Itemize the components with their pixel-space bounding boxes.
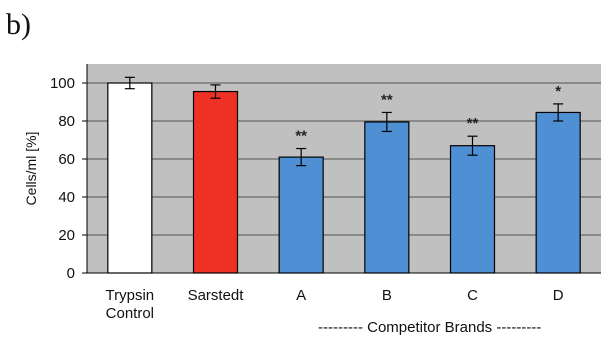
x-tick-label: B (382, 287, 392, 304)
x-tick-label: Trypsin Control (106, 287, 155, 322)
y-tick-label: 60 (58, 151, 75, 168)
bar (535, 111, 581, 274)
bar (449, 145, 496, 274)
significance-marker: * (555, 83, 561, 100)
bar (192, 90, 239, 274)
bar (364, 121, 410, 274)
x-tick-label: A (296, 287, 306, 304)
y-tick-label: 20 (58, 227, 75, 244)
plot-background (87, 64, 601, 273)
x-tick-label: C (467, 287, 478, 304)
y-tick-label: 0 (67, 265, 75, 282)
bar (107, 82, 153, 274)
y-tick-label: 40 (58, 189, 75, 206)
bar (278, 156, 324, 274)
significance-marker: ** (467, 115, 479, 132)
panel-label: b) (6, 8, 31, 41)
x-tick-label: Sarstedt (188, 287, 245, 304)
y-tick-label: 80 (58, 113, 75, 130)
significance-marker: ** (295, 128, 307, 145)
y-axis-title: Cells/ml [%] (23, 132, 39, 206)
y-tick-label: 100 (50, 75, 75, 92)
x-tick-label: D (553, 287, 564, 304)
group-label: --------- Competitor Brands --------- (318, 319, 541, 336)
significance-marker: ** (381, 91, 393, 108)
